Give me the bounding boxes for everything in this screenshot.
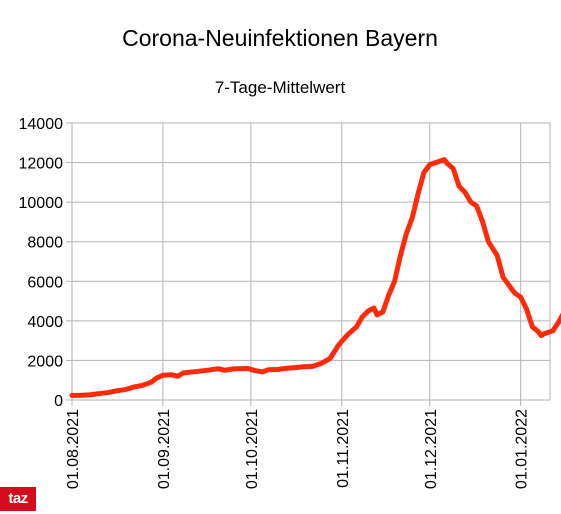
data-point	[486, 239, 491, 244]
data-point	[398, 253, 403, 258]
data-point	[421, 170, 427, 175]
x-tick-label: 01.12.2021	[423, 409, 440, 489]
data-point	[251, 368, 256, 373]
data-point	[310, 364, 315, 369]
data-point	[360, 314, 365, 320]
data-point	[536, 329, 541, 334]
data-point	[105, 390, 110, 395]
data-point	[474, 203, 479, 209]
data-point	[524, 306, 529, 312]
data-point	[69, 393, 75, 398]
data-point	[169, 372, 174, 377]
data-point	[283, 366, 289, 371]
data-point	[380, 309, 385, 315]
y-tick-label: 12000	[19, 156, 64, 173]
y-tick-label: 0	[54, 393, 63, 410]
y-tick-label: 8000	[27, 235, 63, 252]
data-point	[181, 370, 186, 376]
data-point	[506, 283, 512, 288]
y-axis: 0 2000 4000 6000 8000 10000 12000 14000	[19, 116, 72, 410]
data-point	[518, 294, 523, 300]
data-point	[392, 279, 397, 284]
data-point	[436, 159, 441, 164]
data-point	[149, 380, 154, 385]
data-point	[442, 157, 447, 162]
data-point	[410, 215, 415, 221]
data-point	[319, 361, 324, 366]
chart-title: Corona-Neuinfektionen Bayern	[122, 25, 438, 51]
y-tick-label: 14000	[19, 116, 64, 133]
data-point	[231, 366, 236, 372]
series-layer	[69, 157, 561, 398]
data-point	[336, 342, 342, 347]
data-point	[131, 384, 136, 390]
data-point	[366, 308, 371, 314]
data-point	[78, 393, 84, 398]
x-axis: 01.08.2021 01.09.2021 01.10.2021 01.11.2021…	[65, 400, 531, 489]
data-point	[204, 368, 210, 373]
taz-logo: taz	[0, 487, 36, 511]
y-tick-label: 6000	[27, 274, 63, 291]
plot-frame	[71, 122, 551, 401]
data-point	[193, 369, 198, 374]
grid	[71, 122, 551, 401]
y-tick-label: 2000	[27, 353, 63, 370]
data-point	[354, 324, 359, 329]
chart-subtitle: 7-Tage-Mittelwert	[215, 78, 346, 97]
data-point	[275, 367, 280, 372]
y-tick-label: 4000	[27, 314, 63, 331]
x-tick-label: 01.01.2022	[514, 409, 531, 489]
data-point	[530, 324, 535, 329]
data-point	[292, 365, 298, 370]
data-point	[327, 356, 333, 361]
data-point	[415, 192, 421, 197]
data-point	[175, 374, 180, 379]
data-point	[512, 291, 517, 296]
data-point	[345, 332, 350, 337]
data-point	[550, 328, 556, 333]
data-point	[140, 383, 145, 388]
data-point	[266, 367, 271, 372]
data-point	[113, 388, 119, 394]
x-tick-label: 01.09.2021	[156, 409, 173, 489]
data-point	[245, 366, 251, 371]
data-point	[495, 253, 500, 258]
data-point	[404, 231, 409, 236]
data-point	[301, 364, 306, 369]
data-point	[371, 305, 377, 311]
data-point	[541, 331, 547, 336]
data-point	[374, 312, 380, 318]
data-point	[160, 373, 166, 378]
y-tick-label: 10000	[19, 195, 64, 212]
data-point	[556, 319, 561, 324]
data-point	[427, 162, 432, 167]
x-tick-label: 01.11.2021	[335, 409, 352, 488]
data-point	[500, 275, 506, 280]
data-point	[462, 190, 468, 195]
data-point	[456, 184, 462, 189]
data-point	[122, 387, 128, 392]
x-tick-label: 01.10.2021	[244, 409, 261, 489]
data-point	[222, 368, 227, 373]
data-point	[451, 166, 456, 171]
data-point	[480, 219, 485, 225]
data-point	[260, 369, 265, 375]
data-point	[468, 199, 473, 205]
data-point	[216, 366, 221, 371]
data-point	[445, 161, 450, 166]
data-point	[87, 392, 92, 398]
data-point	[96, 391, 101, 396]
x-tick-label: 01.08.2021	[65, 409, 82, 489]
data-point	[154, 375, 160, 380]
data-point	[386, 292, 391, 298]
